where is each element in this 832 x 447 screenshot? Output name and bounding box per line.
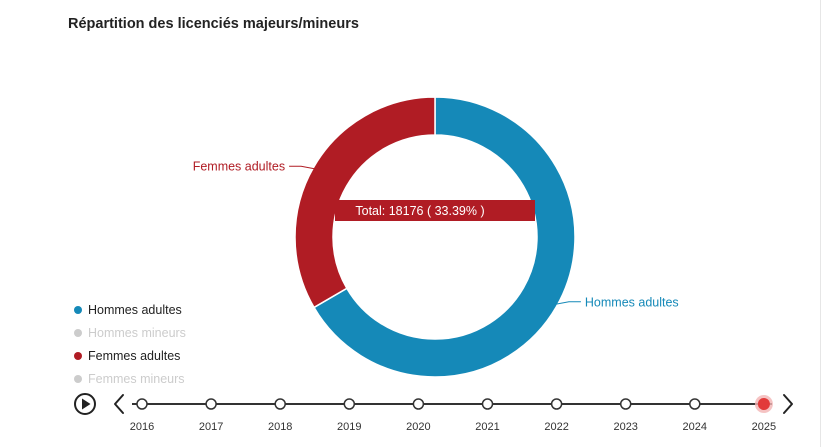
timeline-point-2019[interactable] [343,398,356,410]
legend-label: Hommes mineurs [88,325,186,340]
timeline-year-label: 2016 [130,421,154,433]
timeline-year-label: 2018 [268,421,292,433]
legend-label: Femmes mineurs [88,371,185,386]
donut-chart: Hommes adultes Femmes adultes Total: 1817… [193,96,679,378]
timeline-point-2017[interactable] [205,398,217,410]
legend-dot-icon [74,374,82,383]
legend-dot-icon [74,305,82,314]
slice-hommes-adultes[interactable] [312,96,576,378]
chart-title: Répartition des licenciés majeurs/mineur… [68,16,359,32]
tooltip-text: Total: 18176 ( 33.39% ) [355,204,484,218]
timeline-point-2023[interactable] [619,398,632,410]
legend-item-femmes-mineurs[interactable]: Femmes mineurs [74,367,186,390]
timeline-year-label: 2022 [544,421,568,433]
legend-label: Femmes adultes [88,348,181,363]
timeline-point-2016[interactable] [136,398,148,410]
legend-label: Hommes adultes [88,302,182,317]
legend-item-femmes-adultes[interactable]: Femmes adultes [74,344,186,367]
timeline-point-2020[interactable] [412,398,425,410]
timeline-year-label: 2020 [406,421,430,433]
slice-femmes-adultes[interactable] [294,96,436,309]
timeline-year-label: 2017 [199,421,223,433]
frame-edge [820,0,821,447]
data-label-hommes-adultes: Hommes adultes [585,295,679,309]
timeline-year-label: 2025 [752,421,776,433]
play-icon [82,398,91,410]
tooltip-box [335,200,535,221]
timeline-year-label: 2023 [613,421,637,433]
timeline-point-2018[interactable] [274,398,286,410]
timeline: 2016 2017 2018 2019 2020 2021 2022 2023 2024 2025 [74,393,793,433]
legend-dot-icon [74,328,82,337]
legend-item-hommes-mineurs[interactable]: Hommes mineurs [74,321,186,344]
data-label-femmes-adultes: Femmes adultes [193,160,285,174]
legend-dot-icon [74,351,82,360]
timeline-point-2024[interactable] [689,398,701,410]
timeline-point-2025[interactable] [757,398,770,410]
timeline-year-label: 2021 [475,421,499,433]
chevron-left-icon[interactable] [114,394,124,414]
legend: Hommes adultes Hommes mineurs Femmes adu… [74,298,186,390]
timeline-point-2022[interactable] [550,398,563,410]
connector-femmes-adultes [289,165,318,170]
timeline-point-2021[interactable] [481,398,494,410]
play-button[interactable] [74,393,96,415]
timeline-year-label: 2019 [337,421,361,433]
legend-item-hommes-adultes[interactable]: Hommes adultes [74,298,186,321]
chevron-right-icon[interactable] [783,394,793,414]
connector-hommes-adultes [552,301,581,306]
timeline-year-label: 2024 [683,421,707,433]
